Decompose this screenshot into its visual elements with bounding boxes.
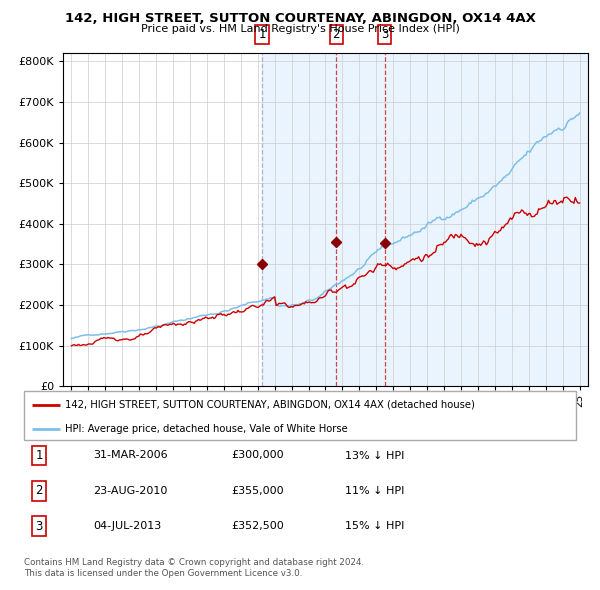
Text: 142, HIGH STREET, SUTTON COURTENAY, ABINGDON, OX14 4AX (detached house): 142, HIGH STREET, SUTTON COURTENAY, ABIN… xyxy=(65,399,475,409)
Text: Contains HM Land Registry data © Crown copyright and database right 2024.: Contains HM Land Registry data © Crown c… xyxy=(24,558,364,566)
Text: £355,000: £355,000 xyxy=(231,486,284,496)
Text: 04-JUL-2013: 04-JUL-2013 xyxy=(93,522,161,531)
Text: £352,500: £352,500 xyxy=(231,522,284,531)
Text: 1: 1 xyxy=(35,449,43,462)
Text: This data is licensed under the Open Government Licence v3.0.: This data is licensed under the Open Gov… xyxy=(24,569,302,578)
Text: 31-MAR-2006: 31-MAR-2006 xyxy=(93,451,167,460)
Text: 3: 3 xyxy=(35,520,43,533)
Text: 1: 1 xyxy=(258,28,266,41)
Text: 2: 2 xyxy=(332,28,340,41)
FancyBboxPatch shape xyxy=(24,391,576,440)
Text: 142, HIGH STREET, SUTTON COURTENAY, ABINGDON, OX14 4AX: 142, HIGH STREET, SUTTON COURTENAY, ABIN… xyxy=(65,12,535,25)
Text: 11% ↓ HPI: 11% ↓ HPI xyxy=(345,486,404,496)
Text: 23-AUG-2010: 23-AUG-2010 xyxy=(93,486,167,496)
Text: Price paid vs. HM Land Registry's House Price Index (HPI): Price paid vs. HM Land Registry's House … xyxy=(140,24,460,34)
Text: 15% ↓ HPI: 15% ↓ HPI xyxy=(345,522,404,531)
Bar xyxy=(262,53,590,386)
Text: 2: 2 xyxy=(35,484,43,497)
Text: 13% ↓ HPI: 13% ↓ HPI xyxy=(345,451,404,460)
Text: £300,000: £300,000 xyxy=(231,451,284,460)
Text: 3: 3 xyxy=(381,28,388,41)
Text: HPI: Average price, detached house, Vale of White Horse: HPI: Average price, detached house, Vale… xyxy=(65,424,348,434)
